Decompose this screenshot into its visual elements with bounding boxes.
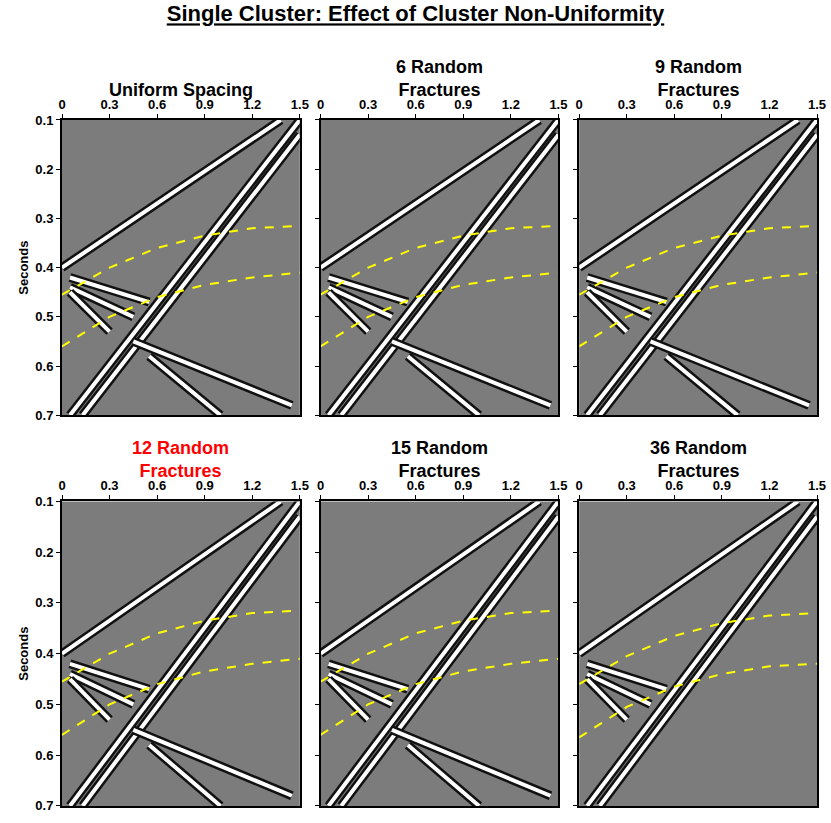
svg-text:0.6: 0.6: [407, 97, 425, 112]
svg-text:1.5: 1.5: [291, 97, 309, 112]
svg-text:1.5: 1.5: [291, 478, 309, 493]
svg-text:0.6: 0.6: [148, 478, 166, 493]
svg-text:0.2: 0.2: [35, 545, 53, 560]
svg-text:0.6: 0.6: [35, 359, 53, 374]
svg-text:0.3: 0.3: [35, 211, 53, 226]
svg-text:0.2: 0.2: [35, 162, 53, 177]
svg-text:1.5: 1.5: [549, 478, 567, 493]
svg-text:0.3: 0.3: [359, 478, 377, 493]
svg-text:0.1: 0.1: [35, 113, 53, 128]
svg-text:1.2: 1.2: [243, 97, 261, 112]
svg-text:Seconds: Seconds: [16, 627, 31, 681]
svg-text:0.3: 0.3: [618, 478, 636, 493]
svg-text:15 RandomFractures: 15 RandomFractures: [391, 438, 488, 481]
svg-text:0.3: 0.3: [359, 97, 377, 112]
svg-text:1.5: 1.5: [549, 97, 567, 112]
svg-text:1.2: 1.2: [760, 478, 778, 493]
svg-text:0: 0: [576, 97, 583, 112]
svg-text:1.2: 1.2: [760, 97, 778, 112]
svg-text:0.9: 0.9: [713, 97, 731, 112]
svg-text:0.7: 0.7: [35, 408, 53, 423]
svg-text:1.5: 1.5: [808, 97, 826, 112]
svg-text:0.3: 0.3: [618, 97, 636, 112]
svg-text:12 RandomFractures: 12 RandomFractures: [132, 438, 229, 481]
svg-text:1.2: 1.2: [243, 478, 261, 493]
svg-text:9 RandomFractures: 9 RandomFractures: [655, 57, 742, 100]
svg-text:0.9: 0.9: [196, 478, 214, 493]
svg-text:1.5: 1.5: [808, 478, 826, 493]
svg-text:Uniform Spacing: Uniform Spacing: [109, 80, 253, 100]
svg-text:36 RandomFractures: 36 RandomFractures: [650, 438, 747, 481]
svg-text:0.4: 0.4: [35, 260, 54, 275]
svg-text:0.6: 0.6: [665, 478, 683, 493]
svg-text:0: 0: [58, 97, 65, 112]
svg-text:0.5: 0.5: [35, 309, 53, 324]
svg-text:0.6: 0.6: [35, 748, 53, 763]
svg-text:0: 0: [576, 478, 583, 493]
svg-text:0.9: 0.9: [454, 97, 472, 112]
svg-text:0.4: 0.4: [35, 646, 54, 661]
svg-text:0.3: 0.3: [35, 595, 53, 610]
svg-text:0.6: 0.6: [665, 97, 683, 112]
svg-text:1.2: 1.2: [502, 478, 520, 493]
svg-text:0.3: 0.3: [101, 97, 119, 112]
svg-text:0: 0: [317, 478, 324, 493]
svg-text:0.9: 0.9: [196, 97, 214, 112]
svg-text:Single Cluster: Effect of Clus: Single Cluster: Effect of Cluster Non-Un…: [167, 1, 665, 26]
svg-text:0.7: 0.7: [35, 798, 53, 813]
svg-text:6 RandomFractures: 6 RandomFractures: [396, 57, 483, 100]
svg-text:0.9: 0.9: [454, 478, 472, 493]
svg-text:0: 0: [317, 97, 324, 112]
svg-text:0.3: 0.3: [101, 478, 119, 493]
svg-text:0.9: 0.9: [713, 478, 731, 493]
svg-text:0.1: 0.1: [35, 494, 53, 509]
svg-text:0: 0: [58, 478, 65, 493]
svg-text:0.5: 0.5: [35, 697, 53, 712]
svg-text:1.2: 1.2: [502, 97, 520, 112]
svg-text:0.6: 0.6: [407, 478, 425, 493]
svg-text:0.6: 0.6: [148, 97, 166, 112]
svg-text:Seconds: Seconds: [16, 241, 31, 295]
